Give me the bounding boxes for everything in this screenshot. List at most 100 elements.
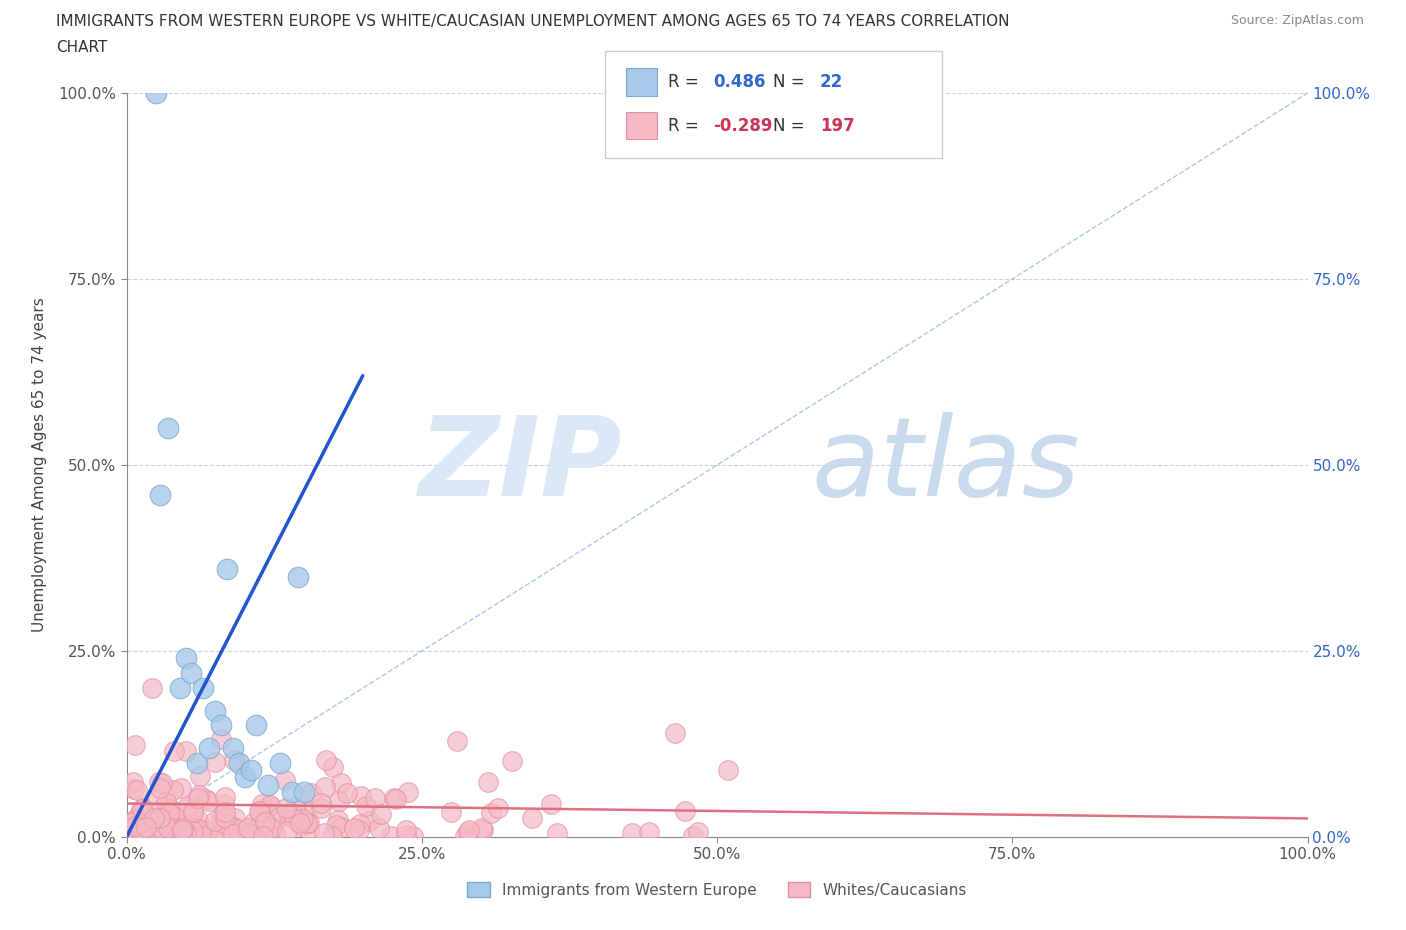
Point [187, 790, 209, 805]
Point [280, 806, 302, 821]
Point [224, 811, 246, 826]
Point [336, 786, 359, 801]
Point [222, 740, 245, 755]
Point [354, 799, 377, 814]
Point [250, 797, 273, 812]
Point [197, 793, 219, 808]
Point [364, 791, 387, 806]
Point [309, 796, 332, 811]
Point [148, 775, 170, 790]
Point [184, 820, 207, 835]
Point [236, 825, 259, 840]
Point [124, 814, 146, 829]
Point [249, 817, 271, 832]
Point [124, 811, 146, 826]
Point [163, 744, 186, 759]
Point [162, 828, 184, 843]
Point [315, 752, 337, 767]
Point [247, 804, 270, 819]
Point [294, 805, 316, 820]
Point [285, 806, 308, 821]
Text: R =: R = [668, 116, 699, 135]
Point [267, 809, 290, 824]
Point [254, 817, 277, 831]
Point [174, 651, 197, 666]
Point [457, 825, 479, 840]
Text: Source: ZipAtlas.com: Source: ZipAtlas.com [1230, 14, 1364, 27]
Point [259, 798, 281, 813]
Point [153, 823, 176, 838]
Point [239, 763, 262, 777]
Point [257, 777, 280, 792]
Point [343, 821, 366, 836]
Point [211, 817, 233, 832]
Point [211, 808, 233, 823]
Point [149, 780, 172, 795]
Point [269, 755, 291, 770]
Point [214, 804, 236, 819]
Point [198, 740, 221, 755]
Point [127, 819, 149, 834]
Point [127, 825, 149, 840]
Point [299, 786, 322, 801]
Point [264, 827, 287, 842]
Point [486, 801, 509, 816]
Point [166, 828, 188, 843]
Point [259, 798, 281, 813]
Point [686, 825, 709, 840]
Point [145, 86, 167, 100]
Point [440, 804, 463, 819]
Point [471, 823, 494, 838]
Point [396, 785, 419, 800]
Point [145, 821, 167, 836]
Point [159, 802, 181, 817]
Point [125, 817, 148, 832]
Point [231, 827, 253, 842]
Text: atlas: atlas [811, 411, 1080, 519]
Text: 0.486: 0.486 [713, 73, 765, 91]
Point [165, 828, 187, 843]
Point [124, 737, 146, 752]
Point [233, 770, 256, 785]
Point [193, 681, 215, 696]
Point [457, 823, 479, 838]
Point [170, 780, 193, 795]
Point [204, 754, 226, 769]
Point [215, 828, 238, 843]
Point [163, 817, 186, 831]
Point [186, 755, 208, 770]
Point [153, 816, 176, 830]
Point [125, 826, 148, 841]
Point [141, 822, 163, 837]
Point [284, 799, 307, 814]
Point [149, 487, 172, 502]
Point [146, 792, 169, 807]
Point [664, 726, 686, 741]
Point [370, 806, 392, 821]
Point [155, 795, 177, 810]
Point [446, 734, 468, 749]
Point [127, 823, 149, 838]
Point [546, 825, 568, 840]
Point [170, 817, 193, 831]
Point [195, 824, 218, 839]
Point [148, 815, 170, 830]
Point [170, 828, 193, 843]
Point [287, 569, 309, 584]
Point [170, 822, 193, 837]
Point [208, 828, 231, 843]
Point [146, 813, 169, 828]
Point [717, 763, 740, 777]
Point [181, 802, 204, 817]
Text: 197: 197 [820, 116, 855, 135]
Point [169, 681, 191, 696]
Point [328, 813, 350, 828]
Point [215, 562, 238, 577]
Point [620, 825, 643, 840]
Point [385, 791, 408, 806]
Point [162, 783, 184, 798]
Point [152, 827, 174, 842]
Point [209, 718, 232, 733]
Point [176, 744, 198, 759]
Point [382, 790, 405, 805]
